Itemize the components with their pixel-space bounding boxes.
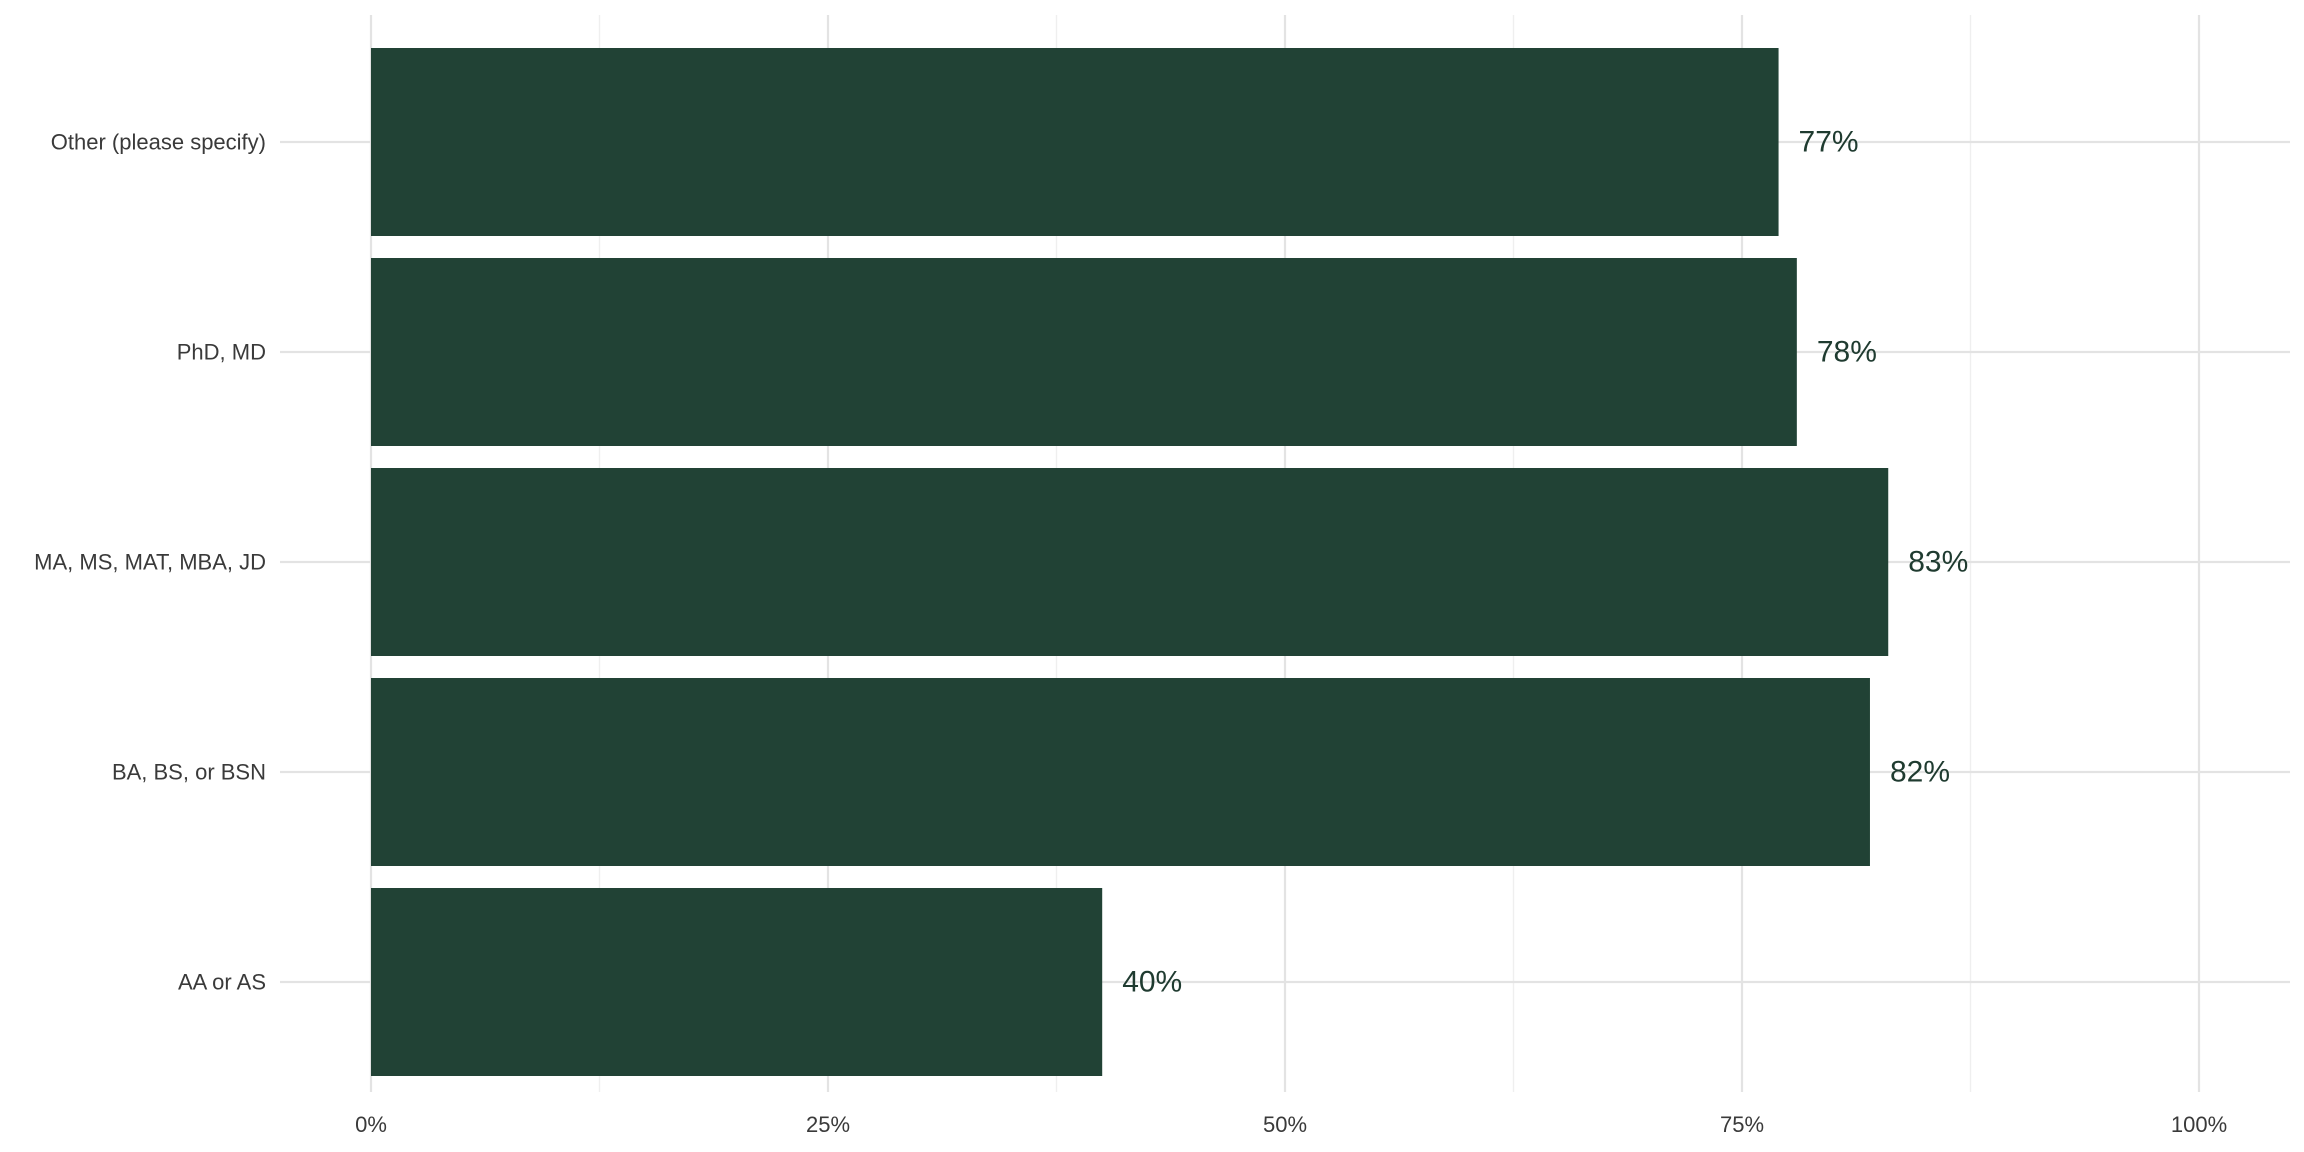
category-label: PhD, MD xyxy=(177,340,266,365)
bar xyxy=(371,258,1797,446)
x-tick-label: 50% xyxy=(1263,1112,1307,1137)
bars xyxy=(371,48,1889,1076)
bar xyxy=(371,468,1889,656)
category-label: AA or AS xyxy=(178,970,266,995)
data-label: 78% xyxy=(1817,336,1877,369)
bar xyxy=(371,888,1103,1076)
category-label: Other (please specify) xyxy=(51,130,266,155)
category-label: MA, MS, MAT, MBA, JD xyxy=(34,550,266,575)
data-label: 40% xyxy=(1122,966,1182,999)
data-label: 83% xyxy=(1908,546,1968,579)
x-tick-label: 25% xyxy=(806,1112,850,1137)
x-tick-label: 100% xyxy=(2171,1112,2227,1137)
x-tick-label: 75% xyxy=(1720,1112,1764,1137)
category-label: BA, BS, or BSN xyxy=(112,760,266,785)
data-label: 82% xyxy=(1890,756,1950,789)
bar xyxy=(371,678,1870,866)
x-tick-label: 0% xyxy=(355,1112,387,1137)
bar xyxy=(371,48,1779,236)
data-label: 77% xyxy=(1799,126,1859,159)
value-labels: 77% 78% 83% 82% 40% xyxy=(1122,126,1968,999)
value-axis-tick-labels: 0% 25% 50% 75% 100% xyxy=(355,1112,2227,1137)
category-axis-labels: Other (please specify) PhD, MD MA, MS, MAT… xyxy=(34,130,266,995)
